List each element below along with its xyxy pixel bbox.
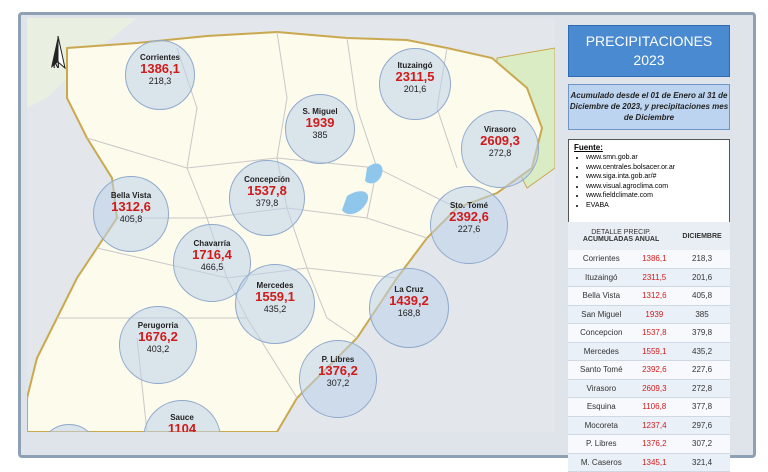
table-row: Mocoreta 1237,4 297,6 [568, 416, 730, 435]
source-item: www.fieldclimate.com [586, 191, 724, 201]
source-list: www.smn.gob.ar www.centrales.bolsacer.or… [574, 153, 724, 211]
table-header-right: DICIEMBRE [674, 222, 730, 250]
table-row: Concepcion 1537,8 379,8 [568, 323, 730, 343]
subtitle-box: Acumulado desde el 01 de Enero al 31 de … [568, 84, 730, 130]
title-line-1: PRECIPITACIONES [585, 33, 713, 49]
source-item: www.visual.agroclima.com [586, 182, 724, 192]
station-s-miguel: S. Miguel 1939 385 [285, 94, 355, 164]
station-p-libres: P. Libres 1376,2 307,2 [299, 340, 377, 418]
station-la-cruz: La Cruz 1439,2 168,8 [369, 268, 449, 348]
source-heading: Fuente: [574, 143, 603, 152]
table-row: Bella Vista 1312,6 405,8 [568, 286, 730, 306]
north-label: N [53, 60, 60, 70]
station-mercedes: Mercedes 1559,1 435,2 [235, 264, 315, 344]
title-line-2: 2023 [633, 52, 665, 68]
table-row: Esquina 1106,8 377,8 [568, 397, 730, 417]
table-row: Ituzaingó 2311,5 201,6 [568, 268, 730, 287]
table-row: Virasoro 2609,3 272,8 [568, 379, 730, 398]
north-arrow-right [57, 35, 66, 70]
station-corrientes: Corrientes 1386,1 218,3 [125, 40, 195, 110]
table-row: Mercedes 1559,1 435,2 [568, 342, 730, 361]
source-box: Fuente: www.smn.gob.ar www.centrales.bol… [568, 139, 730, 231]
table-header-left: DETALLE PRECIP. ACUMULADAS ANUAL [568, 222, 675, 250]
table-row: Corrientes 1386,1 218,3 [568, 250, 730, 269]
table-row: P. Libres 1376,2 307,2 [568, 434, 730, 454]
province-map: N Corrientes 1386,1 218,3 Ituzaingó 2311… [27, 18, 555, 432]
north-arrow-left [51, 36, 58, 68]
table-row: Santo Tomé 2392,6 227,6 [568, 360, 730, 380]
precipitation-table: DETALLE PRECIP. ACUMULADAS ANUAL DICIEMB… [568, 222, 730, 472]
station-virasoro: Virasoro 2609,3 272,8 [461, 110, 539, 188]
source-item: www.centrales.bolsacer.or.ar [586, 163, 724, 173]
station-concepcion: Concepción 1537,8 379,8 [229, 160, 305, 236]
source-item: EVABA [586, 201, 724, 211]
station-bella-vista: Bella Vista 1312,6 405,8 [93, 176, 169, 252]
table-row: M. Caseros 1345,1 321,4 [568, 453, 730, 472]
station-perugorria: Perugorria 1676,2 403,2 [119, 306, 197, 384]
title-box: PRECIPITACIONES 2023 [568, 25, 730, 77]
table-row: San Miguel 1939 385 [568, 305, 730, 324]
source-item: www.siga.inta.gob.ar/# [586, 172, 724, 182]
info-panel: PRECIPITACIONES 2023 Acumulado desde el … [566, 18, 732, 472]
source-item: www.smn.gob.ar [586, 153, 724, 163]
station-ituzaingo: Ituzaingó 2311,5 201,6 [379, 48, 451, 120]
station-sto-tome: Sto. Tomé 2392,6 227,6 [430, 186, 508, 264]
